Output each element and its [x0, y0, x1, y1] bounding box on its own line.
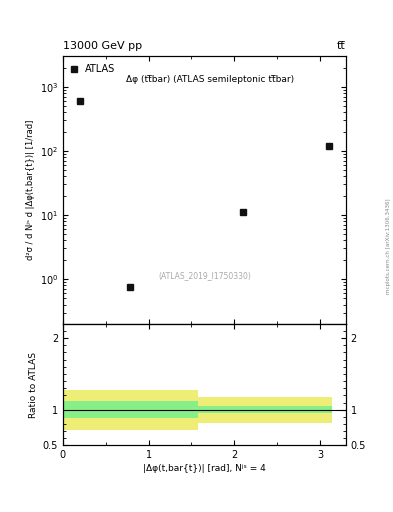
Text: mcplots.cern.ch [arXiv:1306.3436]: mcplots.cern.ch [arXiv:1306.3436]	[386, 198, 391, 293]
Text: Δφ (tt̅bar) (ATLAS semileptonic tt̅bar): Δφ (tt̅bar) (ATLAS semileptonic tt̅bar)	[126, 75, 294, 84]
Text: tt̅: tt̅	[337, 41, 346, 51]
Y-axis label: d²σ / d Nʲˢ d |Δφ(t,bar{t})| [1/rad]: d²σ / d Nʲˢ d |Δφ(t,bar{t})| [1/rad]	[26, 120, 35, 260]
Line: ATLAS: ATLAS	[77, 98, 332, 290]
ATLAS	[241, 209, 245, 216]
Y-axis label: Ratio to ATLAS: Ratio to ATLAS	[29, 352, 39, 418]
Text: 13000 GeV pp: 13000 GeV pp	[63, 41, 142, 51]
ATLAS	[128, 284, 132, 290]
X-axis label: |Δφ(t,bar{t})| [rad], Nʲˢ = 4: |Δφ(t,bar{t})| [rad], Nʲˢ = 4	[143, 464, 266, 474]
ATLAS	[78, 98, 83, 104]
Legend: ATLAS: ATLAS	[68, 61, 118, 77]
ATLAS	[326, 143, 331, 149]
Text: (ATLAS_2019_I1750330): (ATLAS_2019_I1750330)	[158, 271, 251, 280]
